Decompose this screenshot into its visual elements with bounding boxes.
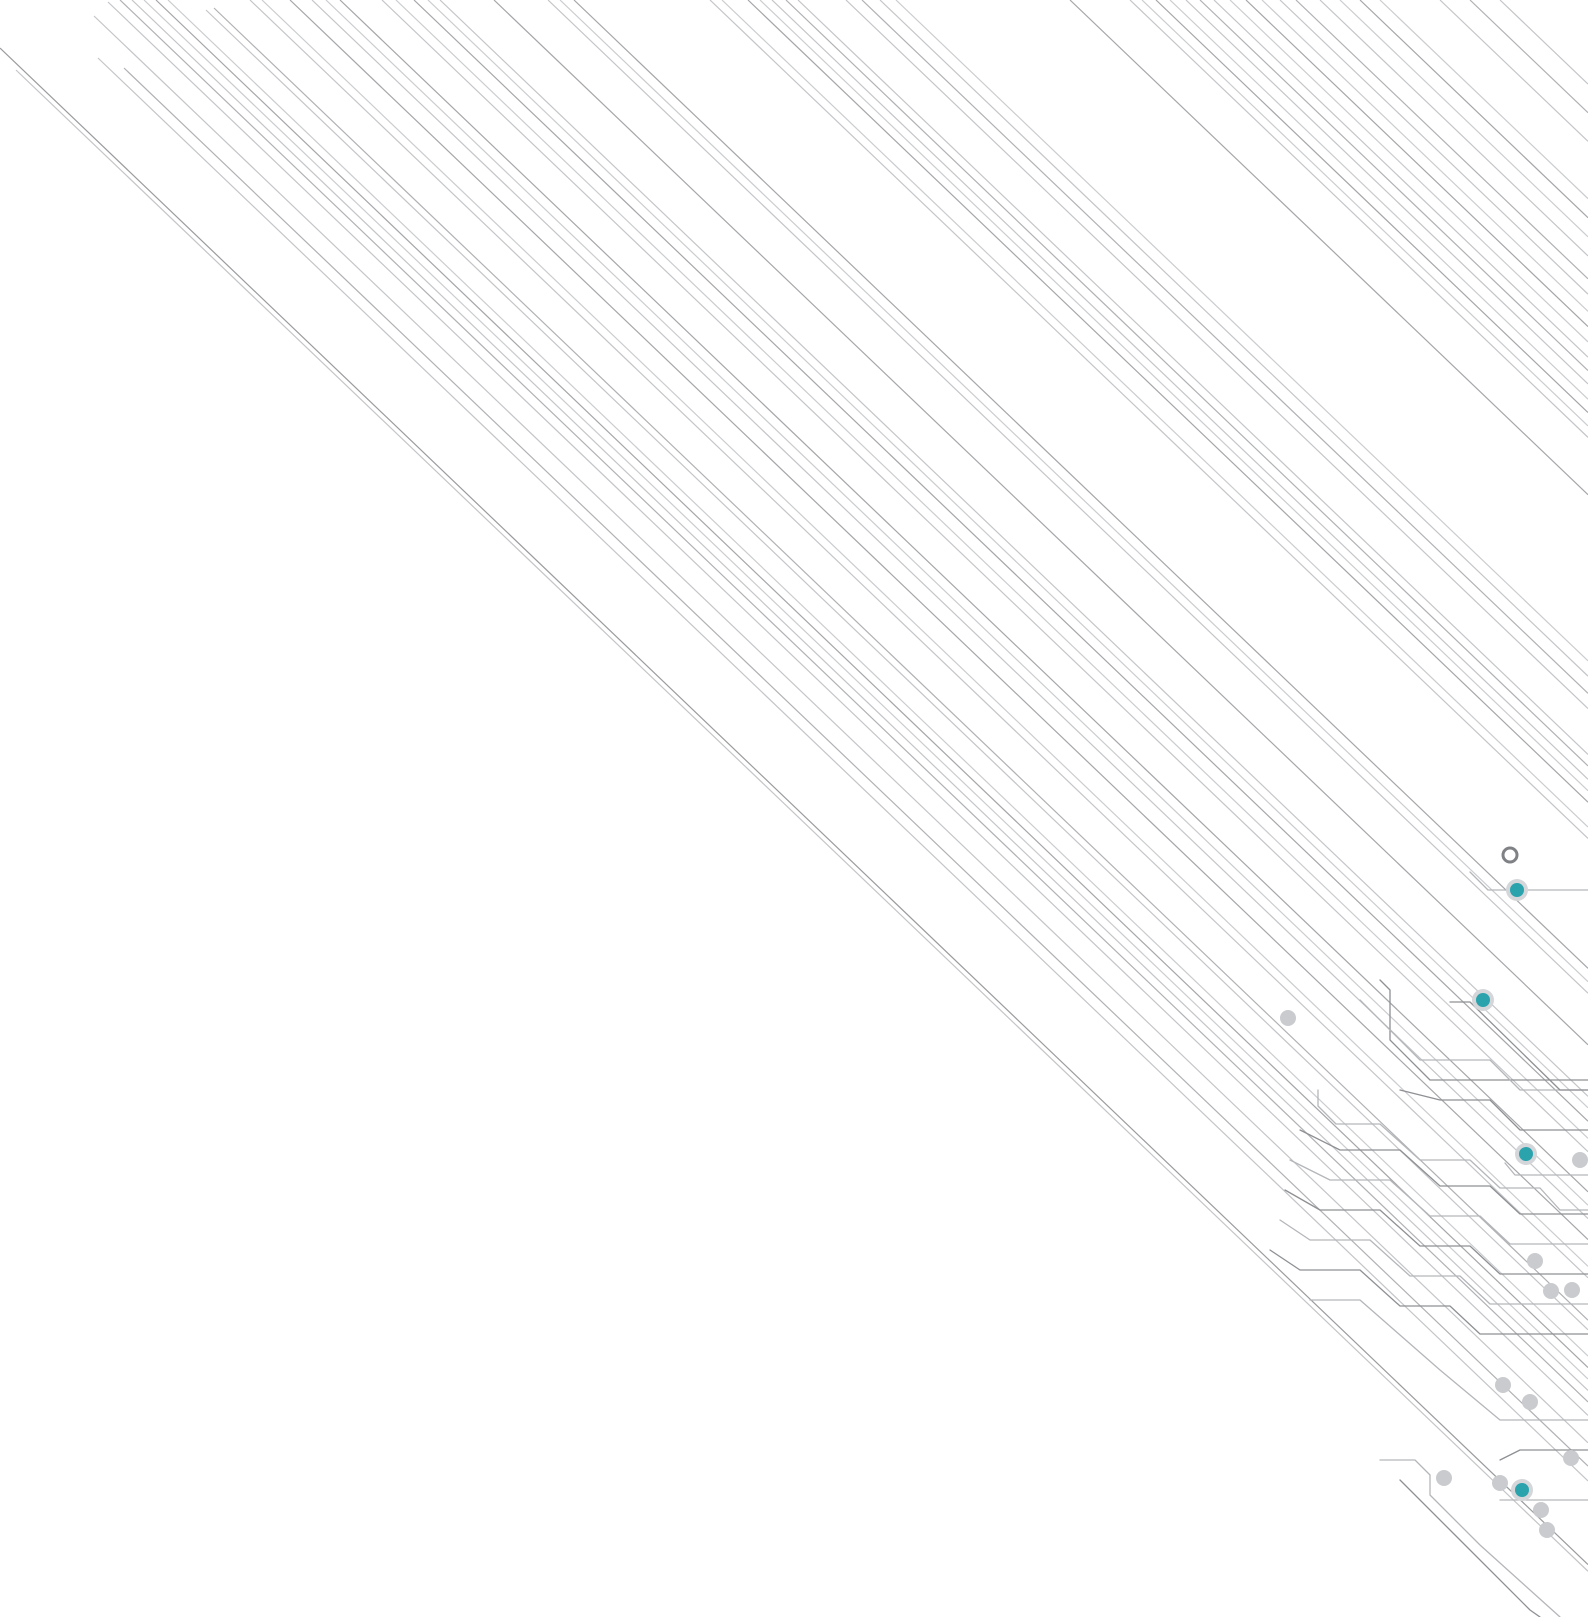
trace-line-48 xyxy=(1245,0,1588,328)
trace-line-27 xyxy=(573,0,1588,969)
trace-line-38 xyxy=(895,0,1588,662)
circuit-trace-3 xyxy=(1284,1189,1588,1275)
circuit-trace-4 xyxy=(1279,1219,1588,1305)
trace-line-41 xyxy=(1141,0,1588,427)
trace-line-24 xyxy=(493,0,1588,1046)
trace-line-36 xyxy=(861,0,1588,694)
circuit-node-14 xyxy=(1515,1483,1529,1497)
circuit-node-3 xyxy=(1280,1010,1296,1026)
trace-line-6 xyxy=(119,0,1588,1403)
circuit-nodes xyxy=(1280,846,1588,1538)
circuit-node-8 xyxy=(1564,1282,1580,1298)
circuit-node-5 xyxy=(1572,1152,1588,1168)
trace-line-8 xyxy=(143,0,1588,1380)
circuit-node-4 xyxy=(1519,1147,1533,1161)
trace-line-2 xyxy=(97,57,1588,1482)
circuit-trace-1 xyxy=(1299,1129,1588,1215)
trace-line-11 xyxy=(205,9,1588,1331)
trace-line-23 xyxy=(439,0,1588,1097)
trace-line-57 xyxy=(1469,0,1588,114)
trace-line-42 xyxy=(1155,0,1588,413)
trace-line-35 xyxy=(845,0,1588,710)
trace-line-7 xyxy=(131,0,1588,1391)
trace-line-34 xyxy=(797,0,1588,755)
trace-line-1 xyxy=(15,69,1588,1572)
trace-line-32 xyxy=(771,0,1588,780)
circuit-trace-5 xyxy=(1269,1249,1588,1335)
trace-line-49 xyxy=(1261,0,1588,312)
trace-line-22 xyxy=(427,0,1588,1109)
circuit-trace-6 xyxy=(1309,1299,1588,1421)
trace-line-0 xyxy=(0,47,1588,1565)
circuit-node-13 xyxy=(1492,1475,1508,1491)
trace-line-14 xyxy=(261,0,1588,1267)
trace-line-56 xyxy=(1439,0,1588,142)
circuit-node-1 xyxy=(1510,883,1524,897)
circuit-trace-14 xyxy=(1504,1162,1588,1176)
circuit-trace-13 xyxy=(1449,1001,1588,1091)
circuit-node-6 xyxy=(1527,1253,1543,1269)
trace-line-3 xyxy=(123,67,1588,1467)
circuit-node-10 xyxy=(1522,1394,1538,1410)
circuit-trace-2 xyxy=(1289,1159,1588,1245)
circuit-node-2 xyxy=(1476,993,1490,1007)
circuit-trace-0 xyxy=(1317,1089,1588,1211)
trace-line-45 xyxy=(1199,0,1588,371)
trace-line-51 xyxy=(1295,0,1588,280)
trace-line-12 xyxy=(213,7,1588,1321)
trace-line-10 xyxy=(167,0,1588,1357)
trace-line-50 xyxy=(1279,0,1588,295)
trace-line-26 xyxy=(559,0,1588,983)
trace-line-29 xyxy=(721,0,1588,828)
trace-line-17 xyxy=(325,0,1588,1206)
trace-line-33 xyxy=(785,0,1588,767)
trace-line-40 xyxy=(1129,0,1588,438)
trace-line-54 xyxy=(1359,0,1588,219)
circuit-trace-7 xyxy=(1379,979,1588,1081)
trace-line-31 xyxy=(759,0,1588,792)
trace-line-28 xyxy=(709,0,1588,839)
circuit-trace-10 xyxy=(1379,1459,1561,1617)
circuit-node-0 xyxy=(1501,846,1519,864)
trace-line-13 xyxy=(249,0,1588,1279)
circuit-node-15 xyxy=(1533,1502,1549,1518)
circuit-node-12 xyxy=(1436,1470,1452,1486)
trace-line-19 xyxy=(381,0,1588,1153)
trace-line-20 xyxy=(395,0,1588,1139)
circuit-node-9 xyxy=(1495,1377,1511,1393)
circuit-trace-11 xyxy=(1399,1479,1541,1617)
trace-line-37 xyxy=(879,0,1588,677)
trace-line-25 xyxy=(547,0,1588,994)
trace-line-44 xyxy=(1185,0,1588,385)
trace-line-52 xyxy=(1319,0,1588,257)
diagonal-trace-lines xyxy=(0,0,1588,1572)
circuit-trace-12 xyxy=(1469,871,1588,891)
trace-line-39 xyxy=(1069,0,1588,496)
trace-line-46 xyxy=(1213,0,1588,358)
trace-line-30 xyxy=(747,0,1588,803)
trace-line-4 xyxy=(93,15,1588,1444)
circuit-node-11 xyxy=(1563,1450,1579,1466)
circuit-trace-15 xyxy=(1499,1449,1588,1461)
circuit-trace-9 xyxy=(1399,1089,1588,1131)
trace-line-47 xyxy=(1229,0,1588,343)
circuit-node-7 xyxy=(1543,1283,1559,1299)
trace-line-18 xyxy=(339,0,1588,1193)
trace-line-9 xyxy=(155,0,1588,1368)
trace-line-21 xyxy=(413,0,1588,1122)
circuit-trace-8 xyxy=(1359,999,1588,1091)
trace-line-55 xyxy=(1379,0,1588,200)
circuit-node-16 xyxy=(1539,1522,1555,1538)
trace-line-53 xyxy=(1339,0,1588,238)
trace-line-15 xyxy=(289,0,1588,1241)
trace-line-58 xyxy=(1499,0,1588,85)
trace-line-43 xyxy=(1169,0,1588,400)
